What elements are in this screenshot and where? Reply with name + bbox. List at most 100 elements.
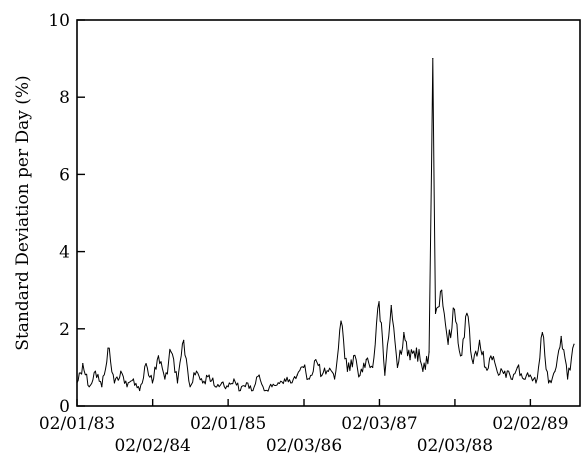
data-point	[529, 374, 531, 376]
data-point	[396, 366, 399, 368]
data-point	[151, 382, 154, 384]
data-point	[390, 305, 392, 307]
data-point	[264, 389, 267, 392]
data-point	[327, 370, 329, 372]
data-point	[504, 370, 506, 372]
data-point	[547, 382, 550, 384]
data-point	[239, 389, 241, 392]
data-point	[497, 374, 500, 376]
y-tick-label: 10	[48, 11, 70, 31]
data-point	[523, 378, 525, 380]
data-point	[157, 355, 160, 357]
data-point	[491, 359, 493, 361]
plot-frame	[76, 19, 581, 407]
data-point	[113, 382, 116, 384]
data-point	[308, 378, 310, 380]
data-point	[422, 370, 424, 372]
data-point	[283, 378, 286, 380]
data-point	[409, 359, 411, 361]
data-point	[88, 386, 90, 388]
x-tick-label: 02/02/89	[492, 414, 568, 434]
data-point	[277, 382, 279, 384]
data-point	[541, 332, 543, 334]
data-point	[353, 355, 355, 357]
data-point	[434, 312, 437, 314]
data-point	[145, 362, 147, 365]
data-point	[227, 386, 229, 388]
data-point	[510, 378, 512, 380]
data-point	[365, 359, 367, 361]
data-point	[139, 389, 141, 392]
data-point	[554, 370, 556, 372]
x-axis-ticks: 02/01/8302/02/8402/01/8502/03/8602/03/87…	[39, 399, 569, 456]
data-point	[120, 370, 122, 372]
data-point	[132, 378, 135, 380]
data-point	[340, 320, 342, 322]
x-tick-label: 02/02/84	[114, 436, 190, 456]
data-point	[76, 382, 78, 384]
data-point	[290, 382, 292, 384]
data-point	[245, 382, 248, 384]
data-point	[258, 374, 260, 376]
x-tick-label: 02/03/88	[417, 436, 493, 456]
y-axis-ticks: 0 2 4 6 8 10	[48, 11, 85, 417]
y-tick-label: 0	[59, 397, 70, 417]
data-point	[485, 366, 487, 368]
x-tick-label: 02/03/87	[341, 414, 417, 434]
data-point	[560, 335, 562, 338]
y-tick-label: 6	[59, 165, 70, 185]
x-tick-label: 02/01/83	[39, 414, 115, 434]
y-tick-label: 4	[59, 243, 70, 263]
data-point	[183, 339, 185, 341]
data-point	[459, 355, 462, 357]
data-point	[346, 370, 349, 372]
data-point	[302, 366, 305, 368]
data-point	[164, 378, 166, 380]
data-point	[573, 343, 575, 345]
data-point	[233, 378, 235, 380]
data-point	[378, 301, 380, 303]
data-point	[441, 289, 443, 291]
y-tick-label: 8	[59, 88, 70, 108]
x-tick-label: 02/03/86	[266, 436, 342, 456]
data-point	[101, 386, 103, 388]
data-point	[466, 312, 468, 314]
data-point	[384, 374, 386, 376]
data-point	[453, 308, 456, 311]
data-point	[202, 382, 204, 384]
data-point	[214, 386, 216, 388]
data-point	[566, 378, 569, 380]
data-point	[478, 339, 481, 341]
data-point	[94, 370, 96, 372]
data-point	[170, 351, 172, 353]
data-point	[208, 374, 210, 376]
data-point	[535, 382, 537, 384]
data-point	[315, 359, 317, 361]
data-point	[428, 351, 430, 353]
data-point	[252, 389, 254, 392]
series-line	[76, 58, 575, 392]
data-point	[321, 374, 323, 376]
data-point	[176, 382, 179, 384]
data-point	[189, 386, 191, 388]
data-point	[271, 386, 273, 388]
data-point	[432, 58, 434, 60]
series-group	[76, 58, 575, 392]
y-tick-label: 2	[59, 320, 70, 340]
data-point	[221, 382, 223, 384]
data-point	[107, 347, 109, 349]
y-axis-label: Standard Deviation per Day (%)	[13, 75, 33, 350]
data-point	[447, 343, 449, 345]
data-point	[372, 366, 374, 368]
data-point	[333, 378, 336, 380]
data-point	[82, 362, 84, 365]
data-point	[516, 366, 518, 368]
data-point	[359, 374, 361, 376]
data-point	[403, 332, 405, 334]
x-tick-label: 02/01/85	[190, 414, 266, 434]
data-point	[126, 386, 128, 388]
data-point	[195, 370, 198, 372]
data-point	[415, 347, 418, 349]
data-point	[472, 362, 474, 365]
